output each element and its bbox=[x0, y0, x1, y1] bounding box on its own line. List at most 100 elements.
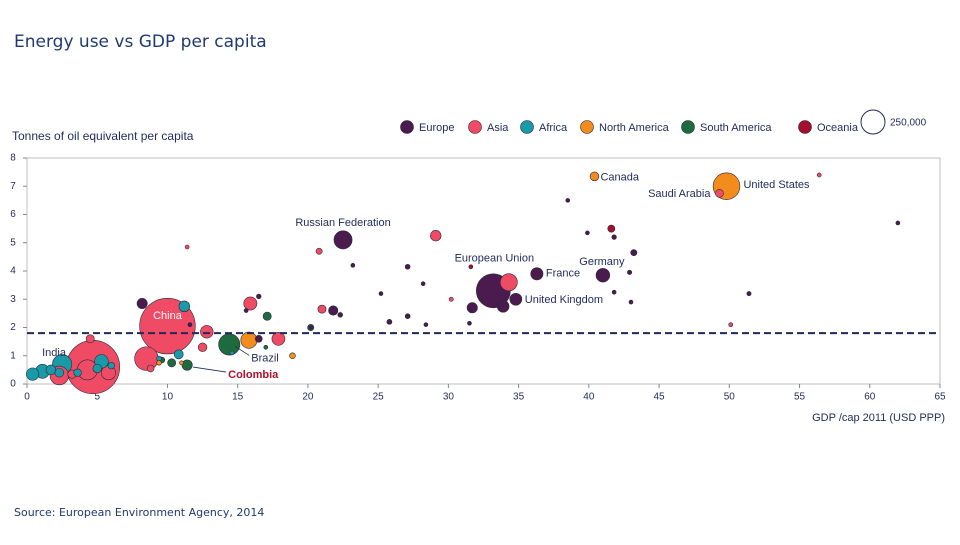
point-label: Germany bbox=[579, 256, 625, 268]
y-tick-label: 6 bbox=[10, 209, 16, 220]
bubble bbox=[271, 331, 286, 346]
source: Source: European Environment Agency, 201… bbox=[14, 506, 264, 519]
bubble bbox=[179, 360, 184, 366]
point-label: Saudi Arabia bbox=[648, 188, 711, 200]
bubble bbox=[589, 171, 600, 182]
bubble bbox=[404, 264, 411, 270]
leader-line bbox=[235, 346, 250, 356]
bubble bbox=[628, 299, 634, 305]
point-label: Colombia bbox=[228, 369, 279, 381]
bubble bbox=[715, 188, 724, 198]
x-tick-label: 10 bbox=[162, 392, 174, 403]
y-tick-label: 8 bbox=[10, 153, 16, 164]
x-tick-label: 30 bbox=[443, 392, 455, 403]
y-tick-label: 5 bbox=[10, 237, 16, 248]
x-tick-label: 25 bbox=[373, 392, 385, 403]
legend-label: Oceania bbox=[817, 122, 859, 134]
point-label: France bbox=[546, 268, 580, 280]
bubble bbox=[134, 346, 159, 371]
bubble bbox=[530, 267, 544, 281]
bubble bbox=[85, 334, 95, 344]
y-tick-label: 4 bbox=[10, 266, 16, 277]
x-tick-label: 0 bbox=[24, 392, 30, 403]
bubble bbox=[263, 344, 269, 350]
bubble bbox=[423, 322, 429, 327]
x-tick-label: 50 bbox=[724, 392, 736, 403]
y-tick-label: 2 bbox=[10, 322, 16, 333]
bubble bbox=[45, 364, 57, 376]
leader-line bbox=[193, 366, 227, 373]
bubble bbox=[243, 308, 249, 313]
x-tick-label: 65 bbox=[934, 392, 946, 403]
x-axis-label: GDP /cap 2011 (USD PPP) bbox=[812, 412, 945, 424]
x-tick-label: 35 bbox=[513, 392, 525, 403]
bubble bbox=[136, 298, 148, 309]
bubble bbox=[420, 281, 426, 287]
bubble bbox=[254, 334, 263, 343]
point-label: United Kingdom bbox=[525, 294, 603, 306]
size-legend-label: 250,000 bbox=[890, 118, 927, 129]
bubble bbox=[315, 247, 323, 255]
bubble bbox=[26, 367, 40, 381]
bubble bbox=[337, 312, 343, 318]
bubble bbox=[173, 349, 184, 360]
bubble bbox=[139, 297, 196, 355]
point-label: European Union bbox=[455, 253, 535, 265]
bubble bbox=[178, 300, 191, 313]
bubble bbox=[746, 291, 752, 297]
bubble bbox=[167, 358, 177, 368]
bubble bbox=[468, 264, 474, 270]
legend-swatch bbox=[580, 120, 594, 134]
point-label: India bbox=[42, 347, 67, 359]
bubble bbox=[156, 360, 162, 366]
bubble bbox=[611, 289, 617, 295]
legend-swatch bbox=[798, 120, 812, 134]
legend-label: Africa bbox=[539, 122, 568, 134]
legend-label: Asia bbox=[487, 122, 509, 134]
bubble bbox=[73, 368, 82, 377]
legend-label: South America bbox=[700, 122, 772, 134]
bubble bbox=[595, 268, 611, 283]
y-tick-label: 1 bbox=[10, 350, 16, 361]
y-tick-label: 3 bbox=[10, 294, 16, 305]
legend-label: Europe bbox=[419, 122, 454, 134]
bubble bbox=[197, 342, 208, 352]
bubble bbox=[187, 322, 193, 328]
bubble bbox=[630, 249, 638, 257]
bubble bbox=[448, 296, 454, 302]
x-tick-label: 5 bbox=[94, 392, 100, 403]
bubble bbox=[627, 269, 633, 275]
x-tick-label: 60 bbox=[864, 392, 876, 403]
legend-swatch bbox=[681, 120, 695, 134]
bubble bbox=[509, 292, 523, 306]
bubble bbox=[146, 364, 155, 373]
bubble bbox=[54, 367, 65, 378]
bubble bbox=[386, 319, 393, 325]
bubble bbox=[378, 291, 384, 296]
bubble bbox=[218, 333, 241, 356]
bubble bbox=[350, 263, 356, 268]
bubble bbox=[816, 172, 822, 178]
bubble bbox=[404, 313, 411, 319]
bubble bbox=[565, 198, 571, 203]
bubble bbox=[611, 234, 617, 240]
point-label: Canada bbox=[600, 171, 639, 183]
bubble bbox=[243, 296, 258, 311]
chart-title: Energy use vs GDP per capita bbox=[14, 32, 267, 52]
bubble bbox=[430, 230, 442, 242]
point-label: United States bbox=[743, 179, 810, 191]
legend-swatch bbox=[520, 120, 534, 134]
bubble bbox=[728, 322, 734, 327]
bubble bbox=[499, 273, 518, 292]
bubble bbox=[262, 311, 272, 321]
bubble bbox=[289, 352, 296, 359]
legend-swatch bbox=[468, 120, 482, 134]
point-label: Russian Federation bbox=[295, 217, 390, 229]
bubble bbox=[92, 363, 102, 374]
bubble bbox=[256, 293, 262, 300]
y-tick-label: 0 bbox=[10, 379, 16, 390]
x-tick-label: 15 bbox=[232, 392, 244, 403]
point-label: Brazil bbox=[251, 352, 279, 364]
